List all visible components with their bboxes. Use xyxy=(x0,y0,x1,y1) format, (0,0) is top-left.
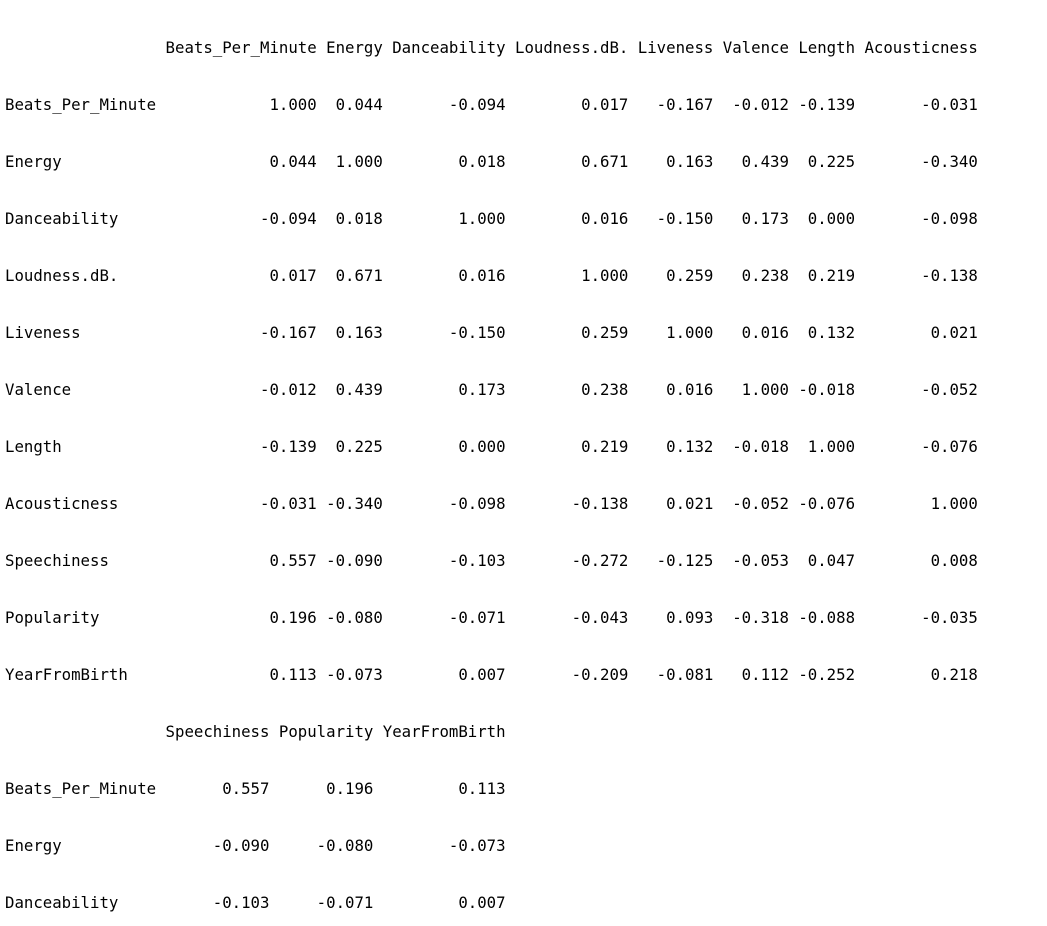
matrix-header-row: Beats_Per_Minute Energy Danceability Lou… xyxy=(5,38,978,57)
matrix-row-length: Length -0.139 0.225 0.000 0.219 0.132 -0… xyxy=(5,437,978,456)
matrix-row-acousticness: Acousticness -0.031 -0.340 -0.098 -0.138… xyxy=(5,494,978,513)
matrix-row-loudness: Loudness.dB. 0.017 0.671 0.016 1.000 0.2… xyxy=(5,266,978,285)
matrix-row-speechiness: Speechiness 0.557 -0.090 -0.103 -0.272 -… xyxy=(5,551,978,570)
matrix-row-popularity: Popularity 0.196 -0.080 -0.071 -0.043 0.… xyxy=(5,608,978,627)
matrix-row-beats-per-minute: Beats_Per_Minute 1.000 0.044 -0.094 0.01… xyxy=(5,95,978,114)
matrix-row-valence: Valence -0.012 0.439 0.173 0.238 0.016 1… xyxy=(5,380,978,399)
matrix-row-liveness: Liveness -0.167 0.163 -0.150 0.259 1.000… xyxy=(5,323,978,342)
matrix2-row-beats-per-minute: Beats_Per_Minute 0.557 0.196 0.113 xyxy=(5,779,506,798)
matrix-row-energy: Energy 0.044 1.000 0.018 0.671 0.163 0.4… xyxy=(5,152,978,171)
console-output: Beats_Per_Minute Energy Danceability Lou… xyxy=(5,0,978,926)
matrix2-row-energy: Energy -0.090 -0.080 -0.073 xyxy=(5,836,506,855)
matrix-header-row-2: Speechiness Popularity YearFromBirth xyxy=(5,722,506,741)
matrix-row-yearfrombirth: YearFromBirth 0.113 -0.073 0.007 -0.209 … xyxy=(5,665,978,684)
matrix2-row-danceability: Danceability -0.103 -0.071 0.007 xyxy=(5,893,506,912)
matrix-row-danceability: Danceability -0.094 0.018 1.000 0.016 -0… xyxy=(5,209,978,228)
